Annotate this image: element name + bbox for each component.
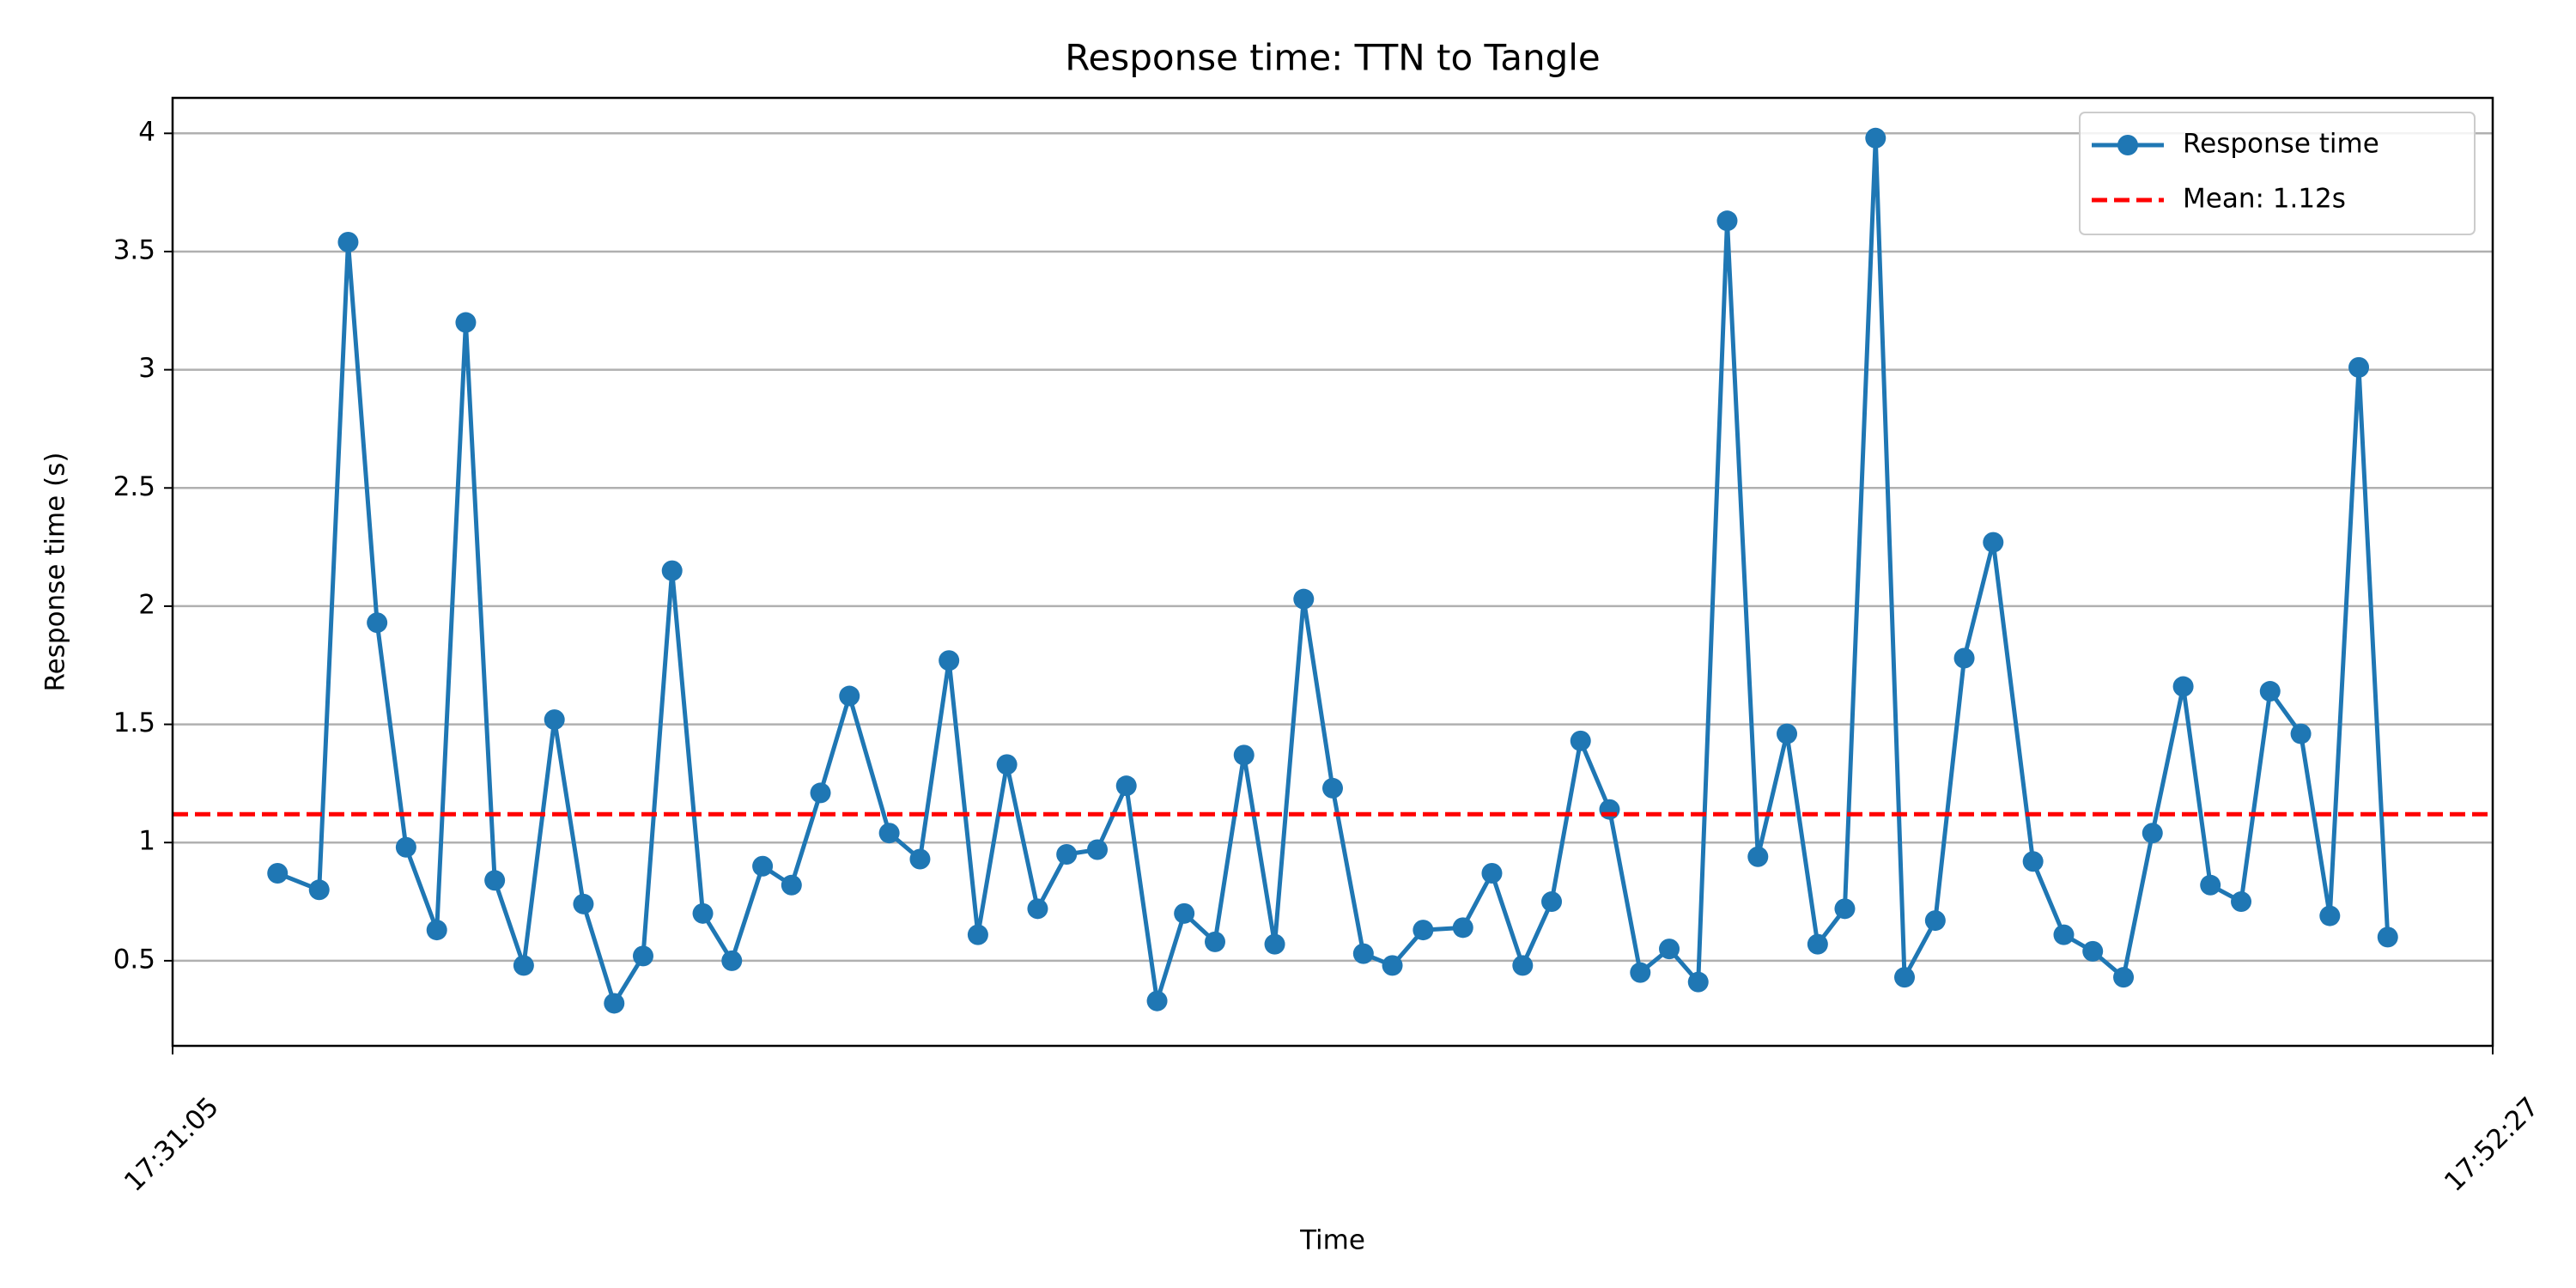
data-point: [1834, 898, 1856, 920]
data-point: [1174, 902, 1195, 924]
data-point: [2290, 723, 2312, 744]
data-point: [1233, 744, 1255, 766]
y-tick-label: 1.5: [113, 708, 155, 738]
data-point: [604, 993, 625, 1014]
data-point: [367, 612, 388, 634]
data-point: [752, 855, 774, 877]
data-point: [455, 312, 477, 333]
data-point: [2082, 940, 2104, 962]
data-point: [2259, 681, 2281, 702]
data-point: [426, 920, 447, 941]
data-point: [632, 945, 653, 967]
data-point: [1659, 939, 1680, 960]
data-point: [1352, 943, 1374, 964]
data-point: [661, 560, 683, 581]
data-point: [1924, 910, 1946, 932]
y-tick-label: 3: [138, 353, 155, 384]
data-point: [1570, 730, 1591, 751]
data-point: [2377, 927, 2398, 948]
data-point: [308, 879, 330, 901]
data-point: [1115, 775, 1137, 797]
data-point: [267, 863, 289, 884]
data-point: [1953, 647, 1975, 669]
data-point: [1087, 839, 1109, 860]
data-point: [939, 650, 960, 671]
data-point: [2348, 356, 2370, 378]
data-point: [1687, 971, 1709, 993]
data-point: [1894, 967, 1916, 988]
data-point: [1146, 990, 1168, 1012]
data-point: [2113, 967, 2135, 988]
data-point: [1747, 846, 1769, 867]
y-tick-label: 0.5: [113, 944, 155, 975]
data-point: [1382, 955, 1403, 976]
data-point: [1512, 955, 1534, 976]
x-tick-label: 17:52:27: [2439, 1091, 2545, 1198]
plot-frame: [171, 96, 2494, 1048]
data-point: [2022, 851, 2044, 872]
data-point: [2319, 905, 2341, 927]
data-point: [1599, 799, 1620, 820]
data-point: [1452, 917, 1473, 939]
chart-title: Response time: TTN to Tangle: [1065, 37, 1601, 79]
legend-box: [2079, 112, 2476, 235]
data-point: [484, 870, 506, 891]
y-tick-label: 3.5: [113, 234, 155, 265]
legend-label: Mean: 1.12s: [2183, 184, 2346, 215]
data-point: [1983, 532, 2004, 553]
data-point: [395, 836, 416, 858]
data-point: [544, 709, 565, 731]
y-tick-label: 2: [138, 589, 155, 620]
data-line: [276, 136, 2391, 1005]
data-point: [1865, 127, 1886, 149]
y-tick-label: 4: [138, 117, 155, 148]
data-point: [2142, 823, 2163, 844]
data-point: [573, 893, 594, 914]
legend: Response time Mean: 1.12s: [2079, 112, 2476, 235]
legend-marker: [2117, 135, 2138, 155]
data-point: [878, 823, 900, 844]
data-point: [1807, 933, 1828, 955]
data-point: [1322, 777, 1343, 799]
data-point: [1777, 723, 1798, 744]
data-point: [1205, 931, 1226, 952]
data-point: [1630, 962, 1651, 983]
data-point: [1264, 933, 1285, 955]
data-point: [1716, 210, 1738, 232]
data-point: [810, 782, 831, 804]
data-point: [2200, 874, 2221, 896]
data-point: [1056, 843, 1078, 865]
y-tick-label: 2.5: [113, 471, 155, 502]
data-point: [909, 848, 931, 870]
data-point: [513, 955, 534, 976]
data-point: [1481, 863, 1503, 884]
data-point: [996, 754, 1018, 775]
data-point: [1541, 891, 1563, 913]
data-point: [1293, 588, 1315, 610]
data-point: [2231, 891, 2252, 913]
data-point: [967, 924, 988, 945]
data-point: [692, 902, 714, 924]
data-point: [839, 685, 860, 707]
data-point: [2053, 924, 2075, 945]
x-axis-label: Time: [1299, 1225, 1365, 1256]
data-point: [781, 874, 802, 896]
data-point: [721, 950, 743, 971]
data-point: [2172, 676, 2194, 697]
data-point: [1413, 920, 1434, 941]
y-axis-label: Response time (s): [40, 453, 71, 692]
x-tick-label: 17:31:05: [118, 1091, 225, 1198]
data-point: [1027, 898, 1048, 920]
y-tick-label: 1: [138, 826, 155, 857]
legend-label: Response time: [2183, 129, 2379, 160]
data-point: [337, 231, 359, 252]
